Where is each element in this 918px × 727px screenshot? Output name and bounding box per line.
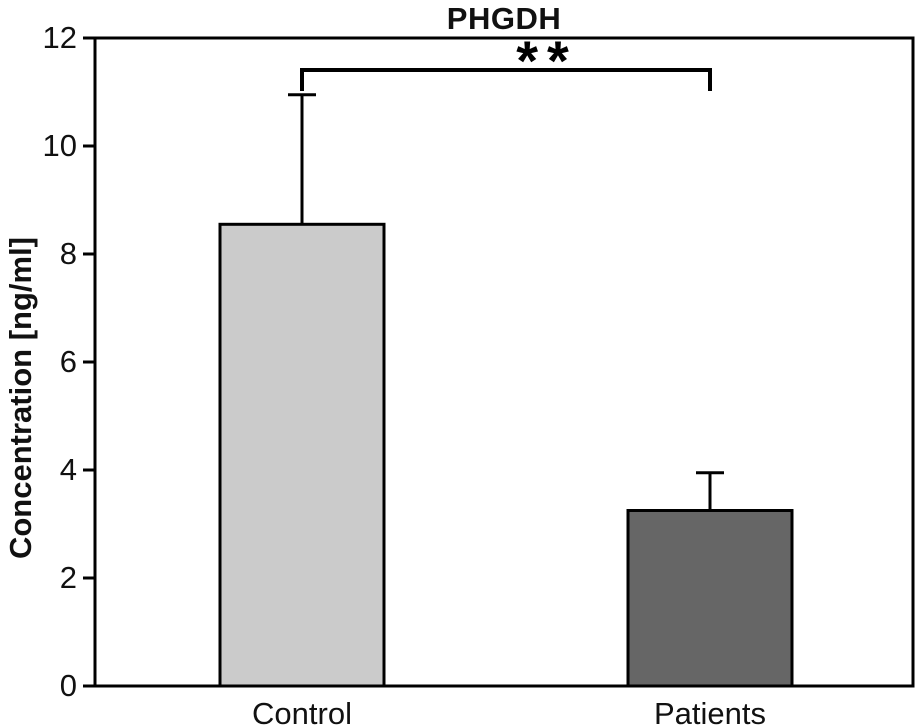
y-tick-label: 0 bbox=[59, 668, 77, 703]
x-category-label-control: Control bbox=[252, 696, 352, 727]
chart-title: PHGDH bbox=[446, 1, 562, 36]
y-tick-label: 6 bbox=[59, 344, 77, 379]
y-tick-label: 12 bbox=[42, 20, 77, 55]
y-tick-label: 2 bbox=[59, 560, 77, 595]
x-category-label-patients: Patients bbox=[653, 696, 767, 727]
y-tick-label: 4 bbox=[59, 452, 77, 487]
y-tick-label: 10 bbox=[42, 128, 77, 163]
plot-border bbox=[93, 36, 915, 688]
significance-label: ** bbox=[516, 29, 578, 92]
y-tick-label: 8 bbox=[59, 236, 77, 271]
bar-patients bbox=[626, 509, 794, 688]
significance-bracket bbox=[300, 68, 712, 91]
bar-control bbox=[218, 222, 386, 688]
